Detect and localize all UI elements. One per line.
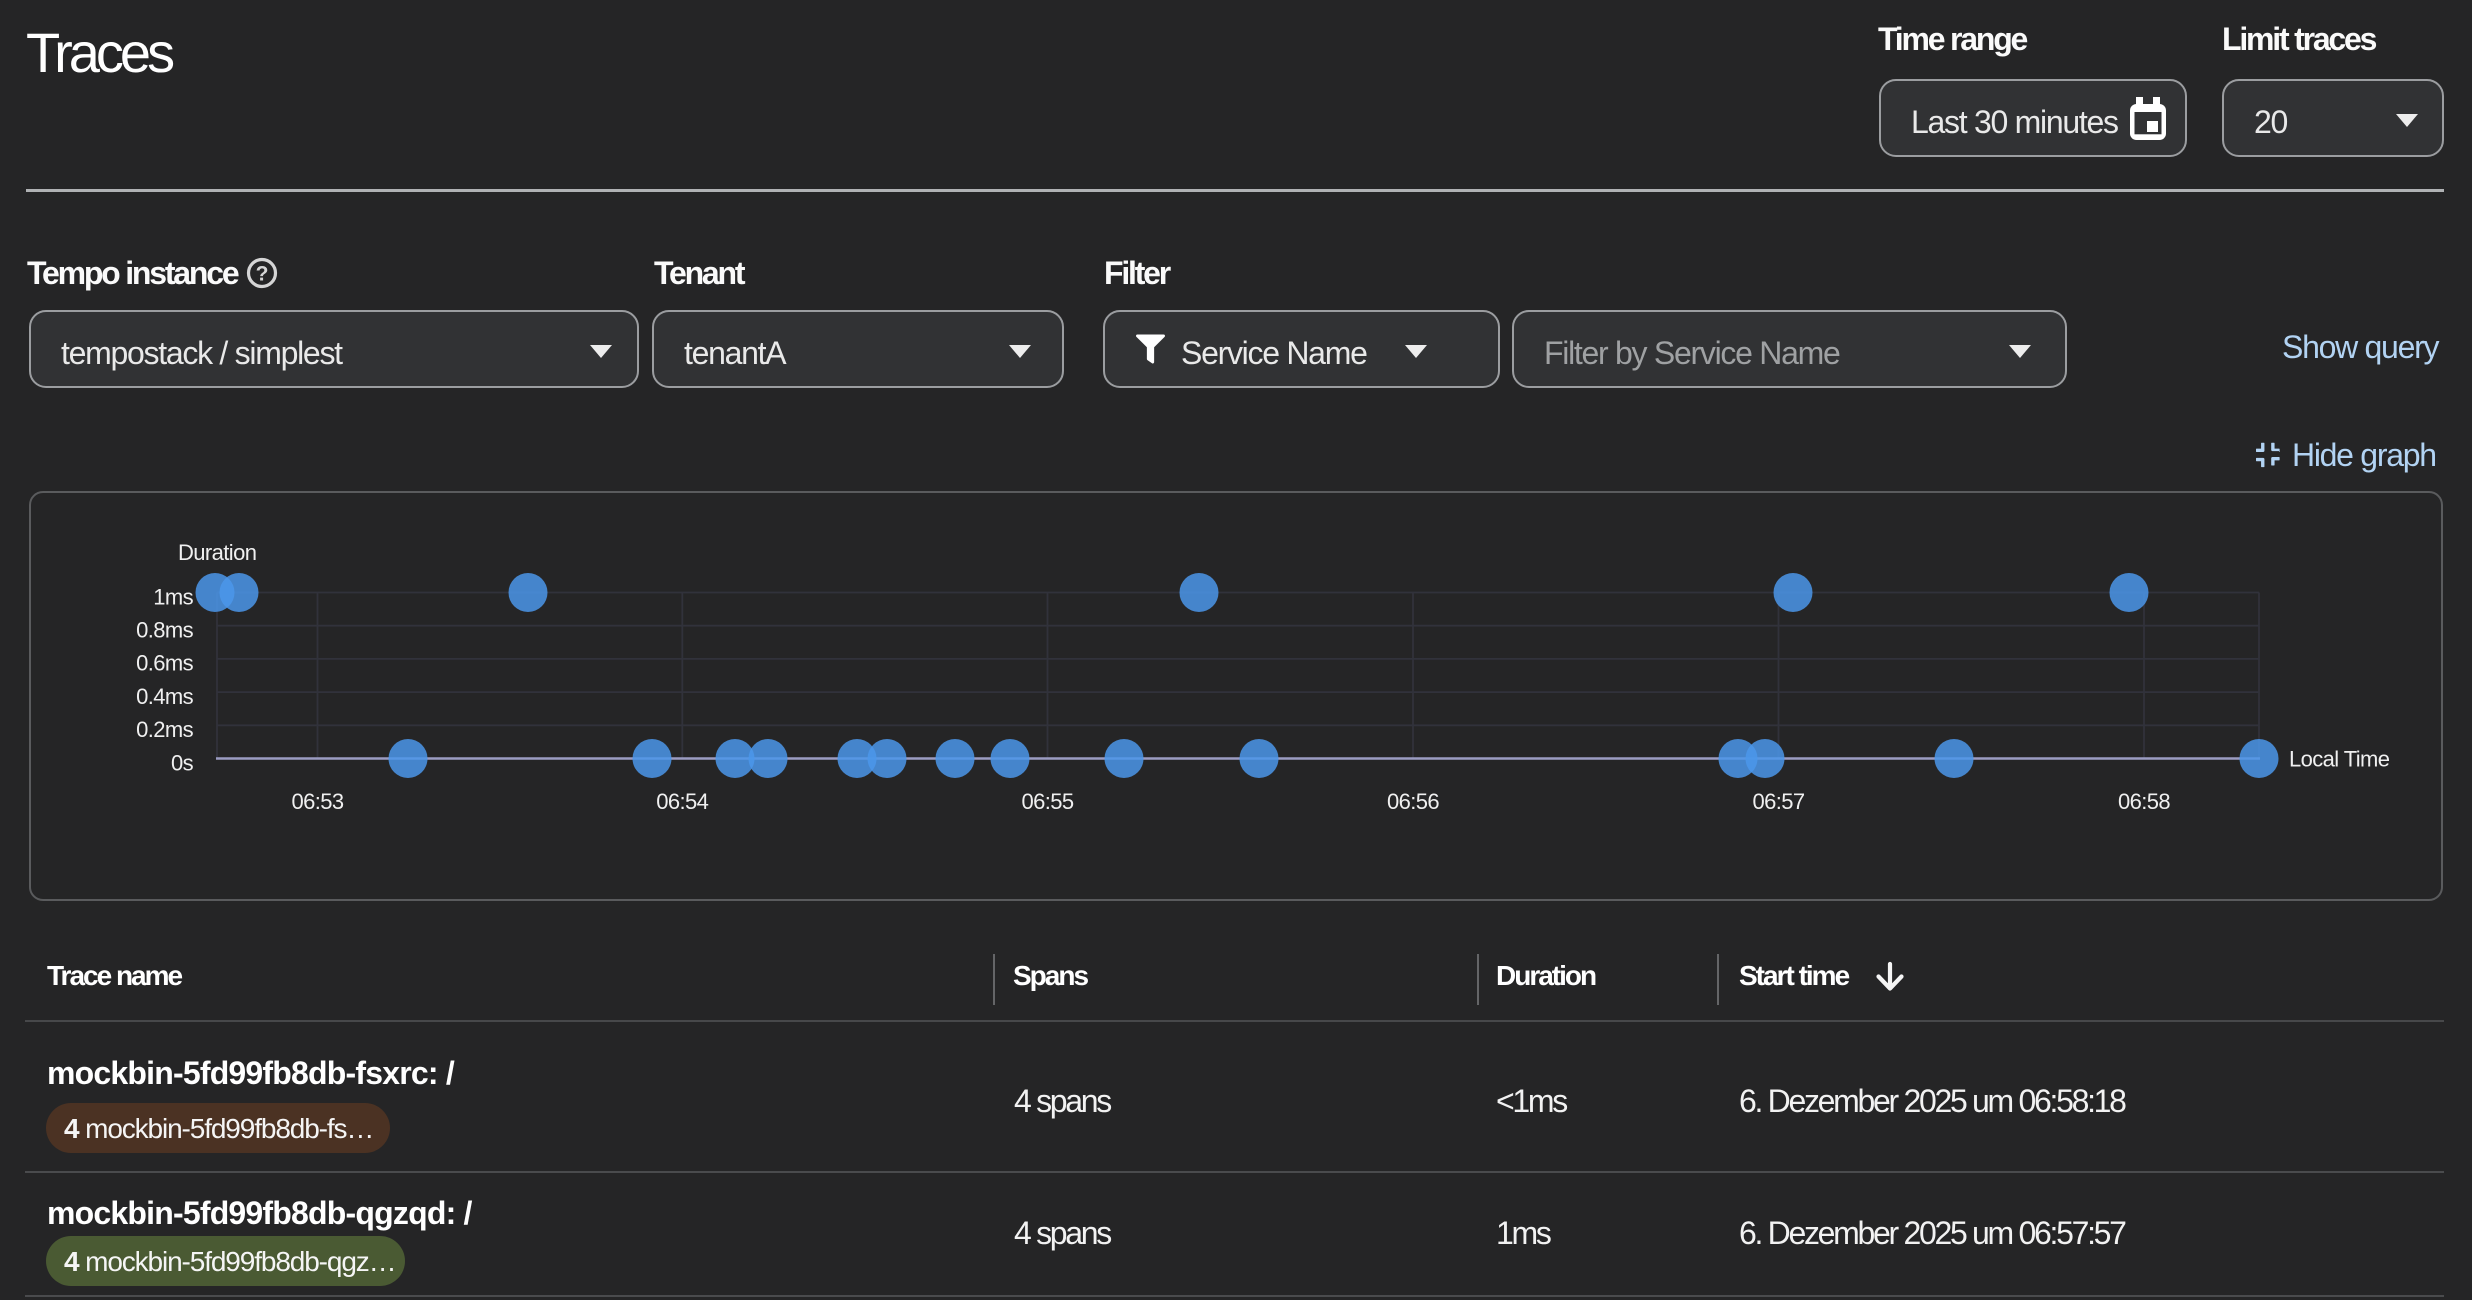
svg-text:0.2ms: 0.2ms [136, 717, 194, 742]
svg-text:06:58: 06:58 [2118, 789, 2170, 814]
svg-text:06:54: 06:54 [656, 789, 708, 814]
svg-text:Duration: Duration [178, 540, 256, 565]
svg-text:0.8ms: 0.8ms [136, 618, 194, 643]
svg-text:06:56: 06:56 [1387, 789, 1439, 814]
svg-text:06:57: 06:57 [1752, 789, 1804, 814]
svg-text:Local Time: Local Time [2289, 747, 2390, 772]
svg-text:0.4ms: 0.4ms [136, 684, 194, 709]
svg-text:0s: 0s [171, 750, 194, 775]
svg-text:06:55: 06:55 [1021, 789, 1073, 814]
svg-text:?: ? [256, 263, 269, 286]
svg-text:0.6ms: 0.6ms [136, 651, 194, 676]
svg-text:1ms: 1ms [153, 584, 193, 609]
svg-text:06:53: 06:53 [291, 789, 343, 814]
